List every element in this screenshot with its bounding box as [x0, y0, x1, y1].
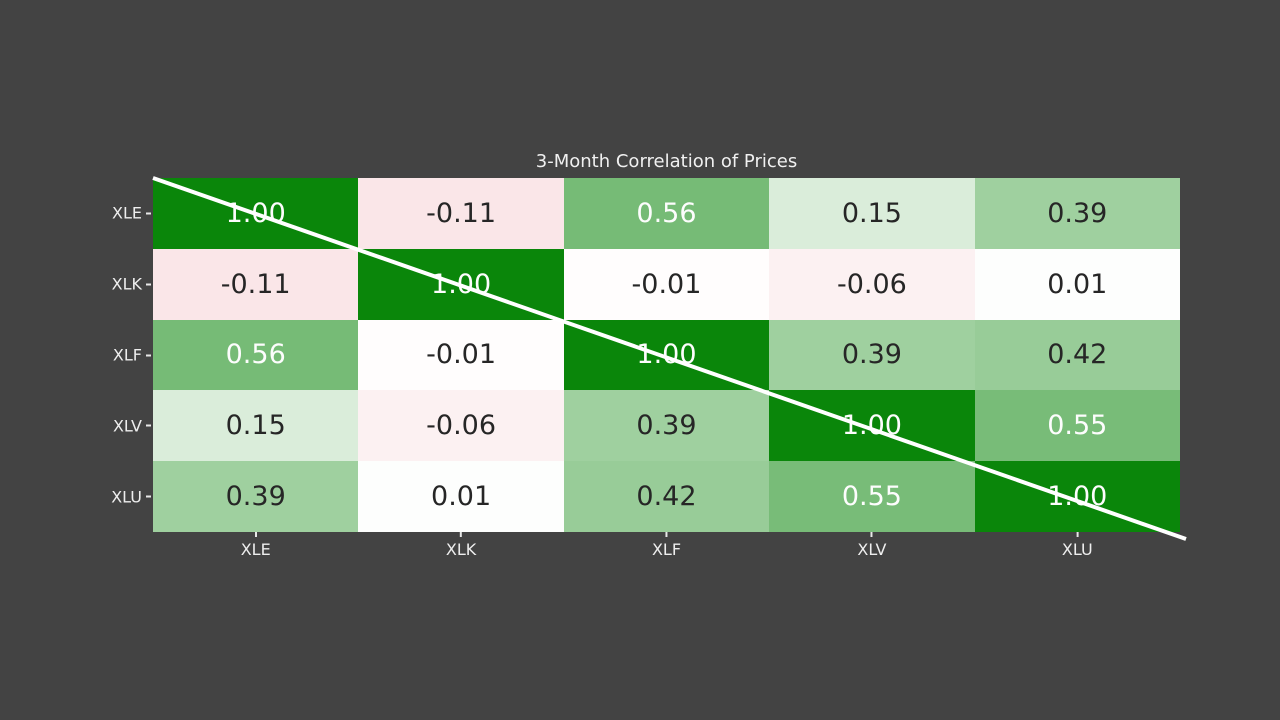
- x-axis-tick-labels: XLE XLK XLF XLV XLU: [153, 532, 1180, 576]
- y-tick-mark: [146, 212, 151, 215]
- y-tick-text: XLV: [112, 416, 142, 436]
- y-axis-tick-labels: XLE XLK XLF XLV XLU: [0, 178, 151, 532]
- y-tick-text: XLE: [112, 203, 142, 223]
- heatmap-cell: 0.39: [974, 178, 1180, 249]
- heatmap-cell: 0.56: [153, 319, 359, 391]
- y-tick-label-xlk: XLK: [112, 275, 151, 294]
- x-tick-mark: [254, 532, 257, 537]
- y-tick-label-xlf: XLF: [113, 346, 151, 365]
- heatmap-cell: 0.01: [358, 461, 564, 532]
- x-tick-text: XLE: [240, 540, 271, 559]
- heatmap-cell: 1.00: [974, 461, 1180, 532]
- y-tick-mark: [146, 424, 151, 427]
- x-tick-mark: [1076, 532, 1079, 537]
- y-tick-mark: [146, 495, 151, 498]
- x-tick-text: XLV: [857, 540, 887, 559]
- heatmap-cell: 0.39: [563, 390, 770, 462]
- y-tick-label-xlv: XLV: [113, 416, 151, 435]
- heatmap-cell: 0.55: [974, 390, 1180, 462]
- y-tick-text: XLK: [111, 274, 142, 294]
- x-tick-text: XLU: [1061, 540, 1093, 559]
- x-tick-mark: [460, 532, 463, 537]
- heatmap-cell: 1.00: [153, 178, 359, 249]
- x-tick-label-xlu: XLU: [1062, 532, 1093, 559]
- y-tick-mark: [146, 283, 151, 286]
- x-tick-mark: [665, 532, 668, 537]
- heatmap-cell: 1.00: [563, 319, 770, 391]
- heatmap-cell: 1.00: [358, 248, 564, 320]
- y-tick-label-xle: XLE: [112, 204, 151, 223]
- heatmap-cell: -0.01: [563, 248, 770, 320]
- heatmap-cell: 0.42: [974, 319, 1180, 391]
- heatmap-cell: 0.01: [974, 248, 1180, 320]
- heatmap-cell: -0.11: [153, 248, 359, 320]
- x-tick-mark: [870, 532, 873, 537]
- y-tick-label-xlu: XLU: [111, 487, 151, 506]
- x-tick-text: XLK: [445, 540, 477, 559]
- x-tick-label-xlv: XLV: [857, 532, 886, 559]
- heatmap-cell: 0.39: [153, 461, 359, 532]
- heatmap-cell: -0.01: [358, 319, 564, 391]
- heatmap-cell: 0.15: [153, 390, 359, 462]
- y-tick-text: XLF: [112, 345, 142, 365]
- heatmap-cell: -0.06: [769, 248, 975, 320]
- heatmap-cell: 0.42: [563, 461, 770, 532]
- heatmap-cell: -0.06: [358, 390, 564, 462]
- x-tick-label-xle: XLE: [241, 532, 271, 559]
- y-tick-text: XLU: [111, 487, 142, 507]
- x-tick-label-xlk: XLK: [446, 532, 476, 559]
- heatmap-cell: 0.56: [563, 178, 770, 249]
- heatmap-grid: 1.00 -0.11 0.56 0.15 0.39 -0.11 1.00 -0.01 -0.06…: [153, 178, 1180, 532]
- heatmap-cell: 0.55: [769, 461, 975, 532]
- y-tick-mark: [146, 354, 151, 356]
- x-tick-label-xlf: XLF: [652, 532, 681, 559]
- x-tick-text: XLF: [651, 540, 682, 559]
- chart-title: 3-Month Correlation of Prices: [535, 151, 798, 172]
- heatmap-cell: 0.15: [769, 178, 975, 249]
- heatmap-cell: 1.00: [769, 390, 975, 462]
- heatmap-cell: 0.39: [769, 319, 975, 391]
- heatmap-cell: -0.11: [358, 178, 564, 249]
